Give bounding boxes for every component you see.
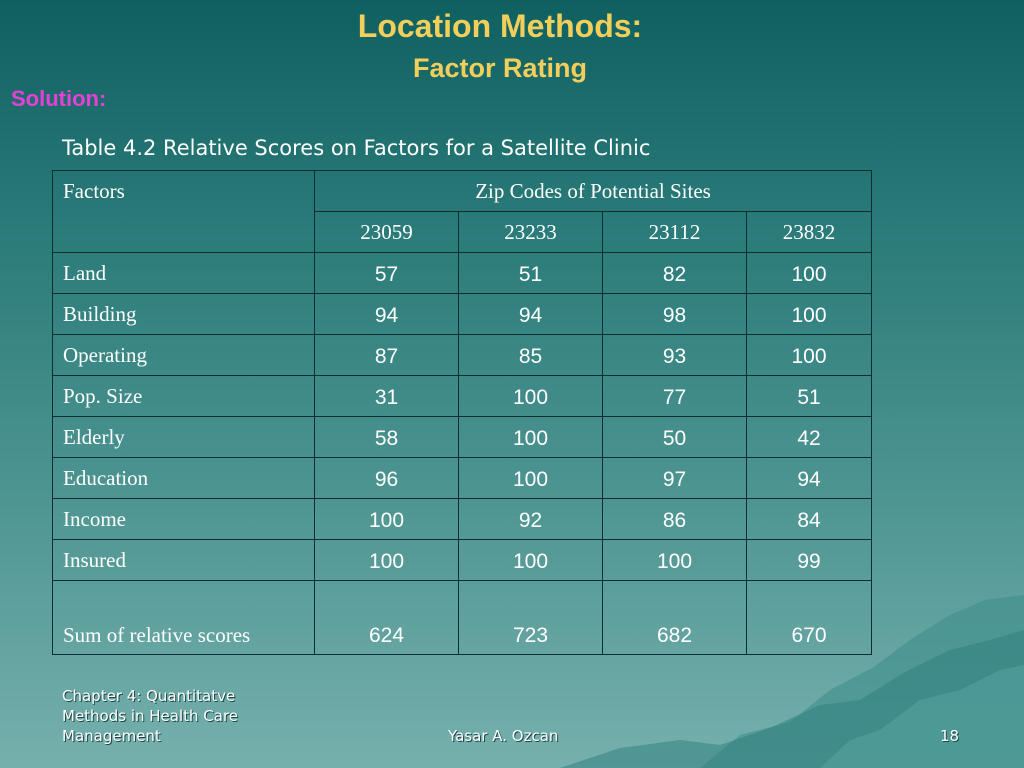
score-cell: 85 [458,334,603,376]
score-cell: 84 [745,498,873,540]
page-number: 18 [940,727,960,745]
table-row: Insured 100 100 100 99 [52,539,873,581]
score-cell: 82 [602,252,747,294]
score-cell: 94 [458,293,603,335]
score-cell: 86 [602,498,747,540]
factor-label: Income [52,498,315,540]
zip-code-cell: 23832 [745,211,873,253]
score-cell: 51 [458,252,603,294]
table-row: Building 94 94 98 100 [52,293,873,335]
factor-label: Elderly [52,416,315,458]
zip-codes-header: Zip Codes of Potential Sites [313,170,873,212]
footer-author: Yasar A. Ozcan [448,727,559,745]
table-row: Elderly 58 100 50 42 [52,416,873,458]
factor-label: Operating [52,334,315,376]
relative-scores-table: Factors Zip Codes of Potential Sites 230… [52,170,873,655]
factors-header: Factors [52,170,315,253]
factor-label: Land [52,252,315,294]
score-cell: 97 [602,457,747,499]
factor-label: Education [52,457,315,499]
slide-subtitle: Factor Rating [412,53,587,83]
score-cell: 100 [602,539,747,581]
table-caption: Table 4.2 Relative Scores on Factors for… [62,136,651,160]
score-cell: 77 [602,375,747,417]
score-cell: 96 [314,457,459,499]
score-cell: 100 [458,416,603,458]
sum-cell: 670 [745,580,873,655]
score-cell: 42 [745,416,873,458]
score-cell: 98 [602,293,747,335]
score-cell: 50 [602,416,747,458]
zip-code-cell: 23059 [314,211,459,253]
sum-label: Sum of relative scores [52,580,315,655]
score-cell: 51 [745,375,873,417]
solution-label: Solution: [11,86,107,111]
zip-code-cell: 23233 [458,211,603,253]
zip-code-cell: 23112 [602,211,747,253]
score-cell: 100 [745,252,873,294]
sum-row: Sum of relative scores 624 723 682 670 [52,580,873,655]
score-cell: 100 [745,293,873,335]
footer-chapter-line: Methods in Health Care [62,707,239,725]
factor-label: Insured [52,539,315,581]
table-row: Operating 87 85 93 100 [52,334,873,376]
table-row: Land 57 51 82 100 [52,252,873,294]
score-cell: 100 [458,539,603,581]
footer-chapter-line: Chapter 4: Quantitatve [62,687,236,705]
header-row: Factors Zip Codes of Potential Sites [52,170,873,253]
score-cell: 100 [458,457,603,499]
table-row: Pop. Size 31 100 77 51 [52,375,873,417]
score-cell: 93 [602,334,747,376]
footer-chapter-line: Management [62,727,161,745]
score-cell: 57 [314,252,459,294]
score-cell: 100 [314,539,459,581]
score-cell: 100 [745,334,873,376]
sum-cell: 723 [458,580,603,655]
table-row: Income 100 92 86 84 [52,498,873,540]
score-cell: 94 [314,293,459,335]
footer-chapter: Chapter 4: Quantitatve Methods in Health… [62,686,292,746]
score-cell: 31 [314,375,459,417]
score-cell: 92 [458,498,603,540]
score-cell: 100 [458,375,603,417]
sum-cell: 624 [314,580,459,655]
score-cell: 94 [745,457,873,499]
slide-title: Location Methods: [357,8,643,44]
score-cell: 99 [745,539,873,581]
score-cell: 100 [314,498,459,540]
factor-label: Pop. Size [52,375,315,417]
sum-cell: 682 [602,580,747,655]
table-row: Education 96 100 97 94 [52,457,873,499]
score-cell: 58 [314,416,459,458]
score-cell: 87 [314,334,459,376]
factor-label: Building [52,293,315,335]
